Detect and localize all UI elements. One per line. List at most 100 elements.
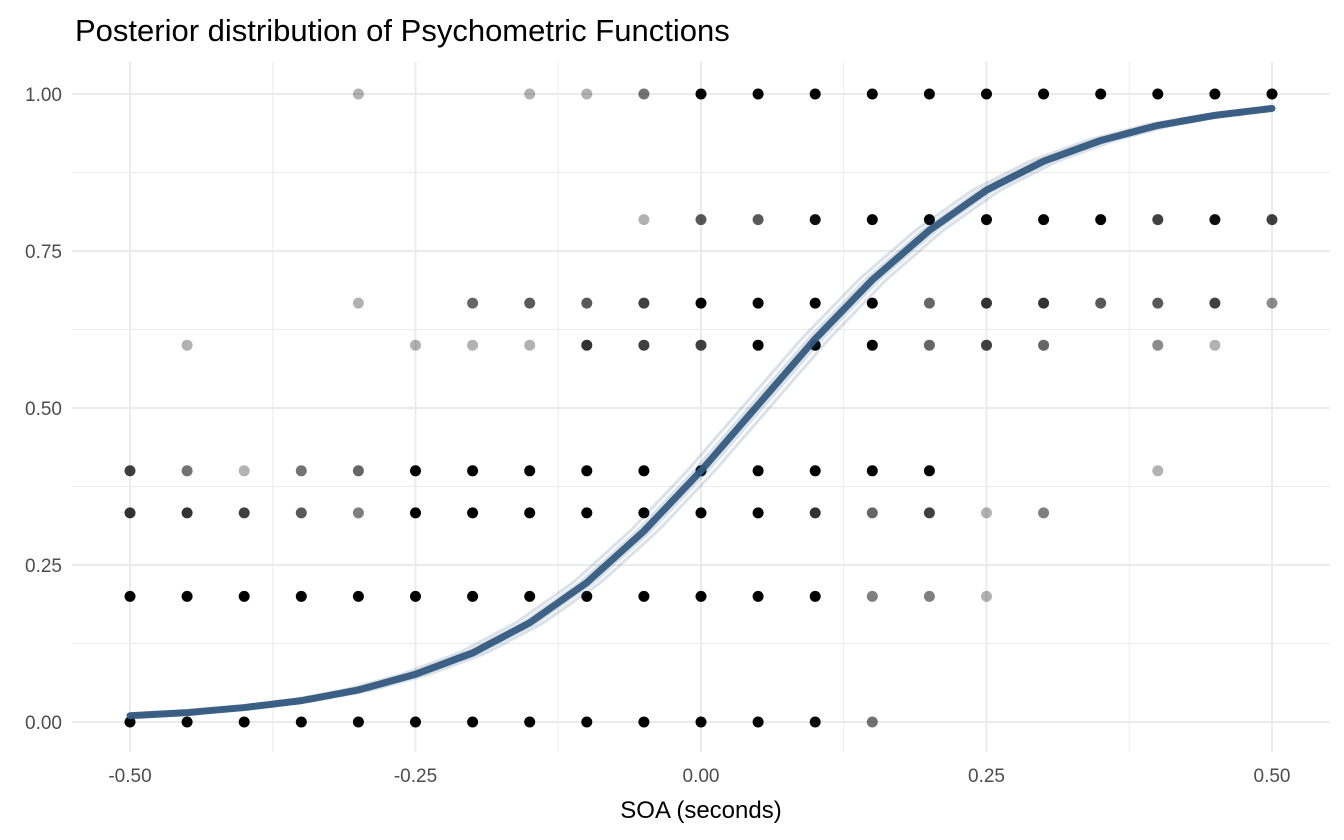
data-point <box>1152 297 1164 309</box>
data-point <box>1095 297 1107 309</box>
data-point <box>923 88 935 100</box>
data-point <box>923 590 935 602</box>
data-point <box>524 297 536 309</box>
data-point <box>1095 214 1107 226</box>
data-point <box>467 716 479 728</box>
data-point <box>581 339 593 351</box>
data-point <box>581 88 593 100</box>
data-point <box>981 214 992 226</box>
data-point <box>410 339 421 351</box>
data-point <box>352 716 364 728</box>
data-point <box>866 465 878 477</box>
data-point <box>866 297 878 309</box>
data-point <box>752 465 764 477</box>
data-point <box>866 716 878 728</box>
data-point <box>581 590 593 602</box>
data-point <box>981 88 992 100</box>
data-point <box>752 590 764 602</box>
data-point <box>809 590 821 602</box>
data-point <box>1038 297 1050 309</box>
data-point <box>923 465 935 477</box>
data-point <box>866 214 878 226</box>
data-point <box>1266 297 1278 309</box>
data-point <box>752 214 764 226</box>
data-point <box>181 716 193 728</box>
data-point <box>524 590 536 602</box>
data-point <box>638 214 650 226</box>
data-point <box>752 716 764 728</box>
data-point <box>124 507 136 519</box>
data-point <box>295 590 307 602</box>
data-point <box>581 297 593 309</box>
data-point <box>524 716 536 728</box>
data-point <box>238 507 250 519</box>
data-point <box>581 465 593 477</box>
data-point <box>1095 88 1107 100</box>
data-point <box>295 507 307 519</box>
data-point <box>638 507 650 519</box>
data-point <box>238 590 250 602</box>
data-point <box>1209 339 1221 351</box>
data-point <box>695 88 707 100</box>
chart-title: Posterior distribution of Psychometric F… <box>75 13 730 48</box>
data-point <box>1038 339 1050 351</box>
data-point <box>752 297 764 309</box>
data-point <box>752 88 764 100</box>
data-point <box>1266 88 1278 100</box>
data-point <box>1152 88 1164 100</box>
x-tick-label: 0.00 <box>683 766 720 787</box>
data-point <box>352 590 364 602</box>
data-point <box>752 507 764 519</box>
data-point <box>352 297 364 309</box>
data-point <box>181 590 193 602</box>
y-tick-label: 0.25 <box>25 556 62 577</box>
data-point <box>238 465 250 477</box>
data-point <box>866 507 878 519</box>
y-tick-label: 0.75 <box>25 242 62 263</box>
data-point <box>809 214 821 226</box>
data-point <box>638 88 650 100</box>
data-point <box>809 465 821 477</box>
data-point <box>923 214 935 226</box>
data-point <box>809 88 821 100</box>
data-point <box>866 88 878 100</box>
data-point <box>124 465 136 477</box>
posterior-curves <box>126 104 1276 720</box>
data-point <box>1152 339 1164 351</box>
x-tick-label: 0.50 <box>1254 766 1291 787</box>
x-axis-label: SOA (seconds) <box>620 797 781 824</box>
data-point <box>695 297 707 309</box>
x-tick-label: 0.25 <box>968 766 1005 787</box>
data-point <box>695 716 707 728</box>
x-tick-label: -0.50 <box>108 766 151 787</box>
data-point <box>809 507 821 519</box>
data-point <box>295 465 307 477</box>
data-point <box>1209 297 1221 309</box>
data-point <box>352 88 364 100</box>
data-point <box>524 88 536 100</box>
data-point <box>1209 88 1221 100</box>
data-point <box>809 297 821 309</box>
data-point <box>524 465 536 477</box>
y-axis-tick-labels: 0.00 0.25 0.50 0.75 1.00 <box>25 85 62 734</box>
data-point <box>981 590 992 602</box>
data-point <box>1152 214 1164 226</box>
data-point <box>1152 465 1164 477</box>
data-point <box>124 590 136 602</box>
data-point <box>981 297 992 309</box>
data-point <box>352 465 364 477</box>
data-point <box>181 339 193 351</box>
data-point <box>467 339 479 351</box>
data-points <box>124 88 1278 728</box>
data-point <box>410 507 421 519</box>
data-point <box>467 590 479 602</box>
data-point <box>923 339 935 351</box>
data-point <box>1038 214 1050 226</box>
data-point <box>1209 214 1221 226</box>
data-point <box>752 339 764 351</box>
data-point <box>695 507 707 519</box>
data-point <box>467 507 479 519</box>
data-point <box>638 339 650 351</box>
data-point <box>695 214 707 226</box>
